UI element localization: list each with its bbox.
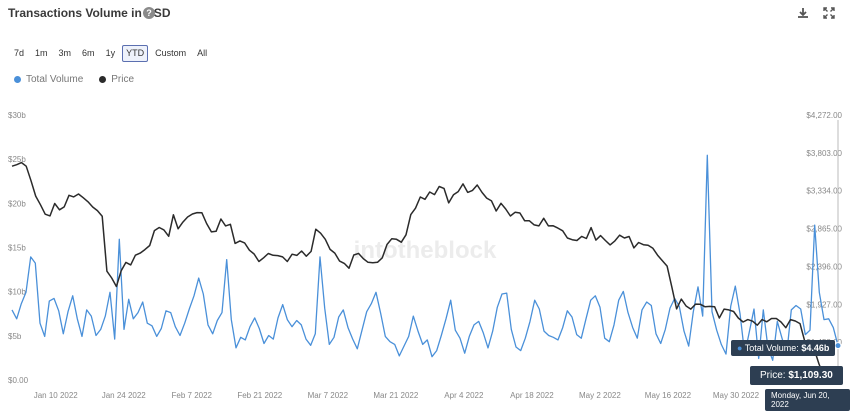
tooltip-volume-dot: ●	[737, 343, 743, 353]
y-right-tick-label: $2,396.00	[806, 262, 842, 271]
tooltip-volume-label: Total Volume:	[744, 343, 799, 353]
tooltip-volume-value: $4.46b	[801, 343, 830, 353]
y-right-tick-label: $4,272.00	[806, 111, 842, 120]
expand-icon[interactable]	[822, 6, 836, 20]
legend-swatch	[14, 76, 21, 83]
y-right-tick-label: $2,865.00	[806, 225, 842, 234]
tooltip-date: Monday, Jun 20, 2022	[765, 389, 850, 411]
y-left-tick-label: $5b	[8, 332, 22, 341]
y-right-tick-label: $3,803.00	[806, 149, 842, 158]
x-tick-label: Mar 21 2022	[373, 391, 418, 400]
x-tick-label: Feb 21 2022	[237, 391, 282, 400]
x-tick-label: May 2 2022	[579, 391, 621, 400]
y-left-tick-label: $25b	[8, 155, 26, 164]
x-tick-label: Feb 7 2022	[172, 391, 213, 400]
download-icon[interactable]	[796, 6, 810, 20]
x-tick-label: Jan 10 2022	[34, 391, 79, 400]
y-left-tick-label: $15b	[8, 244, 26, 253]
x-tick-label: Apr 18 2022	[510, 391, 554, 400]
series-line-price	[11, 161, 839, 377]
legend-item-total-volume[interactable]: Total Volume	[14, 74, 83, 85]
legend-label: Total Volume	[26, 74, 84, 85]
x-tick-label: Jan 24 2022	[102, 391, 147, 400]
x-tick-label: May 30 2022	[713, 391, 760, 400]
tooltip-volume: ● Total Volume: $4.46b	[731, 340, 836, 356]
range-button-all[interactable]: All	[193, 45, 212, 62]
tooltip-price: Price: $1,109.30	[750, 366, 843, 385]
range-button-ytd[interactable]: YTD	[122, 45, 149, 62]
range-button-3m[interactable]: 3m	[54, 45, 76, 62]
tooltip-price-value: $1,109.30	[788, 370, 833, 381]
chart-legend: Total Volume Price	[14, 74, 134, 85]
x-tick-label: Mar 7 2022	[308, 391, 349, 400]
y-right-tick-label: $3,334.00	[806, 187, 842, 196]
legend-label: Price	[111, 74, 135, 85]
chart-title: Transactions Volume in USD	[8, 6, 171, 20]
x-tick-label: Apr 4 2022	[444, 391, 484, 400]
y-left-tick-label: $0.00	[8, 376, 29, 385]
hover-point-volume	[834, 342, 842, 350]
date-range-selector: 7d 1m 3m 6m 1y YTD Custom All	[10, 45, 212, 62]
series-line-total-volume	[11, 154, 839, 361]
x-tick-label: May 16 2022	[645, 391, 692, 400]
legend-item-price[interactable]: Price	[99, 74, 134, 85]
y-left-tick-label: $30b	[8, 111, 26, 120]
legend-swatch	[99, 76, 107, 83]
range-button-custom[interactable]: Custom	[151, 45, 191, 62]
y-right-tick-label: $1,927.00	[806, 300, 842, 309]
watermark-text: intotheblock	[354, 237, 497, 264]
range-button-7d[interactable]: 7d	[10, 45, 29, 62]
range-button-1m[interactable]: 1m	[31, 45, 52, 62]
range-button-1y[interactable]: 1y	[101, 45, 120, 62]
y-left-tick-label: $20b	[8, 199, 26, 208]
tooltip-price-label: Price:	[760, 370, 786, 381]
question-circle-icon[interactable]: ?	[143, 7, 155, 19]
y-left-tick-label: $10b	[8, 288, 26, 297]
range-button-6m[interactable]: 6m	[78, 45, 99, 62]
